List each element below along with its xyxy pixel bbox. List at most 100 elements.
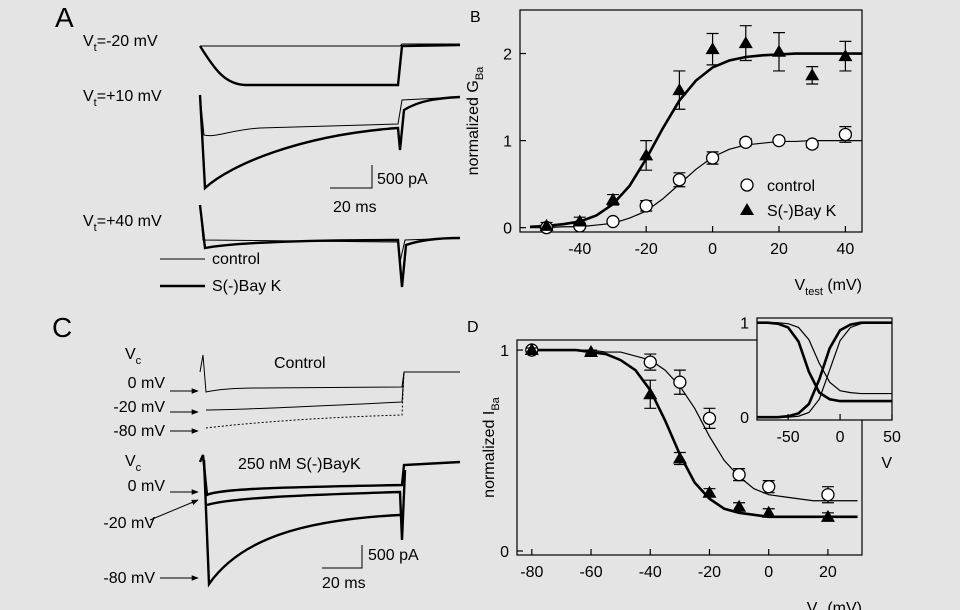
- x-tick-label: -60: [579, 564, 602, 581]
- trace: [198, 94, 461, 191]
- marker: [821, 488, 835, 502]
- legend-label: control: [212, 251, 260, 268]
- marker: [672, 173, 687, 187]
- marker: [606, 214, 620, 229]
- scale-time: 20 ms: [333, 199, 377, 216]
- x-tick-label: -40: [568, 241, 591, 258]
- x-tick-label: 40: [836, 241, 854, 258]
- plot-frame: [516, 339, 863, 556]
- trace: [198, 454, 461, 497]
- marker: [639, 148, 654, 161]
- group-symbol: Vc: [125, 453, 142, 474]
- legend-marker: [740, 203, 754, 215]
- label-subscript: Ba: [490, 396, 502, 410]
- label-text: normalized G: [465, 80, 482, 175]
- curve: [757, 321, 892, 403]
- marker: [772, 133, 786, 148]
- subscript: t: [94, 222, 97, 234]
- panel-c: C Vc Control 0 mV -20 mV -80 mV Vc 250 n…: [52, 312, 461, 592]
- y-tick-label: 0: [500, 544, 509, 561]
- marker: [584, 345, 599, 358]
- marker: [605, 192, 620, 205]
- level-label: 0 mV: [128, 375, 166, 392]
- subscript: t: [94, 97, 97, 109]
- x-axis-title: Vc (mV): [807, 600, 862, 610]
- x-tick-label: -20: [635, 241, 658, 258]
- trace: [202, 459, 401, 588]
- level-label: -80 mV: [103, 570, 155, 587]
- marker: [702, 485, 717, 498]
- x-tick-label: 20: [770, 241, 788, 258]
- x-tick-label: 0: [708, 241, 717, 258]
- text: =+40 mV: [97, 213, 162, 230]
- marker: [738, 36, 753, 49]
- trace-label: Vt=-20 mV: [83, 33, 158, 54]
- legend-label: S(-)Bay K: [212, 278, 282, 295]
- symbol: V: [83, 213, 94, 230]
- subscript: t: [94, 42, 97, 54]
- marker: [762, 480, 776, 494]
- label-subscript: Ba: [474, 66, 486, 80]
- marker: [739, 135, 753, 149]
- trace: [199, 94, 461, 137]
- text: =-20 mV: [97, 33, 158, 50]
- text: =+10 mV: [97, 88, 162, 105]
- trace-label: Vt=+40 mV: [83, 213, 162, 234]
- label-suffix: (mV): [823, 600, 862, 610]
- marker: [673, 375, 687, 389]
- group-symbol: Vc: [125, 346, 142, 367]
- curve: [757, 321, 892, 419]
- trace-label: Vt=+10 mV: [83, 88, 162, 109]
- fit-line: [531, 348, 858, 519]
- scale-current: 500 pA: [377, 171, 428, 188]
- x-tick-label: -80: [520, 564, 543, 581]
- trace: [198, 204, 461, 288]
- level-label: -80 mV: [113, 423, 165, 440]
- marker: [732, 467, 746, 482]
- marker: [805, 137, 819, 151]
- marker: [643, 355, 657, 369]
- level-label: 0 mV: [128, 478, 166, 495]
- panel-letter: B: [470, 9, 481, 26]
- label-subscript: test: [805, 286, 823, 298]
- marker: [705, 151, 720, 165]
- y-tick-label: 0: [740, 410, 749, 427]
- fit-line: [529, 52, 862, 229]
- subscript: c: [136, 462, 142, 474]
- panel-a: A Vt=-20 mV Vt=+10 mV Vt=+40 mV 500 pA 2…: [55, 2, 461, 295]
- subscript: c: [136, 355, 142, 367]
- symbol: V: [83, 33, 94, 50]
- level-label: -20 mV: [103, 515, 155, 532]
- label-suffix: (mV): [823, 277, 862, 294]
- x-tick-label: 20: [819, 564, 837, 581]
- label-text: V: [794, 277, 805, 294]
- trace: [205, 371, 405, 429]
- marker: [705, 42, 720, 55]
- x-tick-label: -20: [698, 564, 721, 581]
- x-tick-label: -50: [777, 429, 800, 446]
- marker: [805, 68, 820, 81]
- x-tick-label: 0: [836, 429, 845, 446]
- y-tick-label: 1: [503, 134, 512, 151]
- y-tick-label: 1: [740, 316, 749, 333]
- marker: [838, 127, 853, 142]
- x-axis-title: V: [881, 455, 892, 472]
- panel-letter: C: [52, 312, 72, 343]
- trace: [198, 43, 461, 87]
- level-label: -20 mV: [113, 399, 165, 416]
- y-axis-title: normalized IBa: [481, 396, 502, 497]
- marker: [572, 214, 587, 227]
- group-title: Control: [274, 355, 326, 372]
- scale-time: 20 ms: [322, 575, 366, 592]
- marker: [702, 411, 717, 426]
- marker: [761, 505, 776, 518]
- x-tick-label: -40: [639, 564, 662, 581]
- group-title: 250 nM S(-)BayK: [238, 456, 361, 473]
- scale-bar: [330, 165, 373, 189]
- legend-marker: [740, 178, 754, 192]
- x-tick-label: 50: [883, 429, 901, 446]
- y-tick-label: 1: [500, 343, 509, 360]
- trace: [199, 354, 460, 393]
- marker: [838, 49, 853, 62]
